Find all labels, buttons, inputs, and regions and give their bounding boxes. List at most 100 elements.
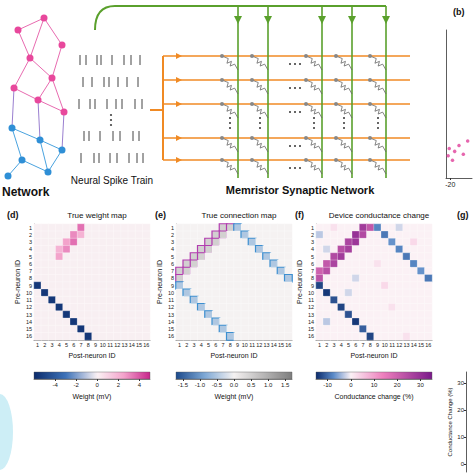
svg-text:Post-neuron ID: Post-neuron ID <box>68 352 115 359</box>
svg-text:3: 3 <box>333 342 336 348</box>
svg-text:2: 2 <box>43 342 46 348</box>
svg-text:11: 11 <box>308 297 314 303</box>
svg-text:Post-neuron ID: Post-neuron ID <box>350 352 397 359</box>
svg-text:1.5: 1.5 <box>281 382 290 388</box>
svg-text:11: 11 <box>168 297 174 303</box>
svg-text:12: 12 <box>26 304 32 310</box>
svg-text:4: 4 <box>138 382 142 388</box>
svg-text:True weight map: True weight map <box>67 211 127 220</box>
svg-text:1: 1 <box>29 225 32 231</box>
svg-text:1: 1 <box>311 225 314 231</box>
svg-text:14: 14 <box>129 342 135 348</box>
svg-text:1: 1 <box>171 225 174 231</box>
svg-text:8: 8 <box>369 342 372 348</box>
svg-text:4: 4 <box>58 342 61 348</box>
svg-text:9: 9 <box>94 342 97 348</box>
svg-text:10: 10 <box>382 342 388 348</box>
svg-text:20: 20 <box>457 407 464 413</box>
svg-text:3: 3 <box>193 342 196 348</box>
svg-text:12: 12 <box>256 342 262 348</box>
svg-text:-4: -4 <box>52 382 58 388</box>
svg-text:6: 6 <box>354 342 357 348</box>
svg-text:0: 0 <box>349 382 353 388</box>
svg-text:20: 20 <box>394 382 401 388</box>
svg-text:2: 2 <box>311 232 314 238</box>
svg-text:5: 5 <box>207 342 210 348</box>
svg-text:True connection map: True connection map <box>202 211 277 220</box>
svg-text:7: 7 <box>80 342 83 348</box>
svg-text:15: 15 <box>308 326 314 332</box>
svg-text:1: 1 <box>178 342 181 348</box>
svg-text:9: 9 <box>376 342 379 348</box>
svg-text:10: 10 <box>457 434 464 440</box>
svg-text:Pre-neuron ID: Pre-neuron ID <box>14 260 21 304</box>
svg-text:8: 8 <box>171 275 174 281</box>
svg-text:9: 9 <box>236 342 239 348</box>
svg-text:12: 12 <box>114 342 120 348</box>
svg-text:14: 14 <box>271 342 277 348</box>
svg-text:7: 7 <box>222 342 225 348</box>
svg-text:2: 2 <box>29 232 32 238</box>
svg-text:5: 5 <box>311 254 314 260</box>
svg-text:14: 14 <box>26 319 32 325</box>
svg-text:2: 2 <box>185 342 188 348</box>
svg-text:Pre-neuron ID: Pre-neuron ID <box>296 260 303 304</box>
svg-text:3: 3 <box>51 342 54 348</box>
svg-text:13: 13 <box>308 312 314 318</box>
svg-text:Post-neuron ID: Post-neuron ID <box>210 352 257 359</box>
svg-text:-20: -20 <box>445 181 455 188</box>
svg-text:Conductance change (%): Conductance change (%) <box>335 393 414 401</box>
svg-text:-0.5: -0.5 <box>212 382 223 388</box>
svg-text:Weight (mV): Weight (mV) <box>73 393 112 401</box>
svg-text:Pre-neuron ID: Pre-neuron ID <box>156 260 163 304</box>
svg-text:5: 5 <box>171 254 174 260</box>
svg-text:13: 13 <box>404 342 410 348</box>
svg-text:0: 0 <box>96 382 100 388</box>
svg-text:6: 6 <box>29 261 32 267</box>
svg-text:16: 16 <box>308 333 314 339</box>
svg-text:5: 5 <box>65 342 68 348</box>
svg-text:1.0: 1.0 <box>264 382 273 388</box>
svg-text:Memristor Synaptic Network: Memristor Synaptic Network <box>226 184 375 196</box>
svg-text:16: 16 <box>168 333 174 339</box>
svg-text:9: 9 <box>29 283 32 289</box>
svg-text:6: 6 <box>214 342 217 348</box>
svg-text:15: 15 <box>26 326 32 332</box>
svg-text:16: 16 <box>285 342 291 348</box>
svg-text:(b): (b) <box>453 7 465 17</box>
svg-text:Network: Network <box>2 185 50 199</box>
svg-text:5: 5 <box>29 254 32 260</box>
svg-text:(g): (g) <box>457 210 469 220</box>
svg-text:10: 10 <box>242 342 248 348</box>
svg-text:1: 1 <box>36 342 39 348</box>
svg-text:10: 10 <box>100 342 106 348</box>
svg-text:6: 6 <box>171 261 174 267</box>
svg-text:0: 0 <box>461 461 465 467</box>
svg-text:3: 3 <box>171 239 174 245</box>
svg-text:16: 16 <box>143 342 149 348</box>
svg-text:4: 4 <box>340 342 343 348</box>
svg-text:3: 3 <box>311 239 314 245</box>
svg-text:30: 30 <box>417 382 424 388</box>
svg-text:15: 15 <box>278 342 284 348</box>
svg-text:11: 11 <box>26 297 32 303</box>
svg-text:10: 10 <box>308 290 314 296</box>
svg-text:7: 7 <box>362 342 365 348</box>
svg-text:7: 7 <box>311 268 314 274</box>
svg-text:5: 5 <box>347 342 350 348</box>
svg-text:-10: -10 <box>323 382 332 388</box>
svg-text:16: 16 <box>26 333 32 339</box>
svg-text:-1.5: -1.5 <box>178 382 189 388</box>
svg-text:13: 13 <box>168 312 174 318</box>
svg-text:4: 4 <box>200 342 203 348</box>
svg-text:14: 14 <box>168 319 174 325</box>
svg-text:12: 12 <box>396 342 402 348</box>
svg-text:30: 30 <box>457 380 464 386</box>
svg-text:12: 12 <box>308 304 314 310</box>
svg-text:6: 6 <box>72 342 75 348</box>
svg-text:9: 9 <box>171 283 174 289</box>
svg-text:2: 2 <box>117 382 121 388</box>
svg-text:8: 8 <box>229 342 232 348</box>
svg-text:8: 8 <box>311 275 314 281</box>
svg-text:14: 14 <box>411 342 417 348</box>
